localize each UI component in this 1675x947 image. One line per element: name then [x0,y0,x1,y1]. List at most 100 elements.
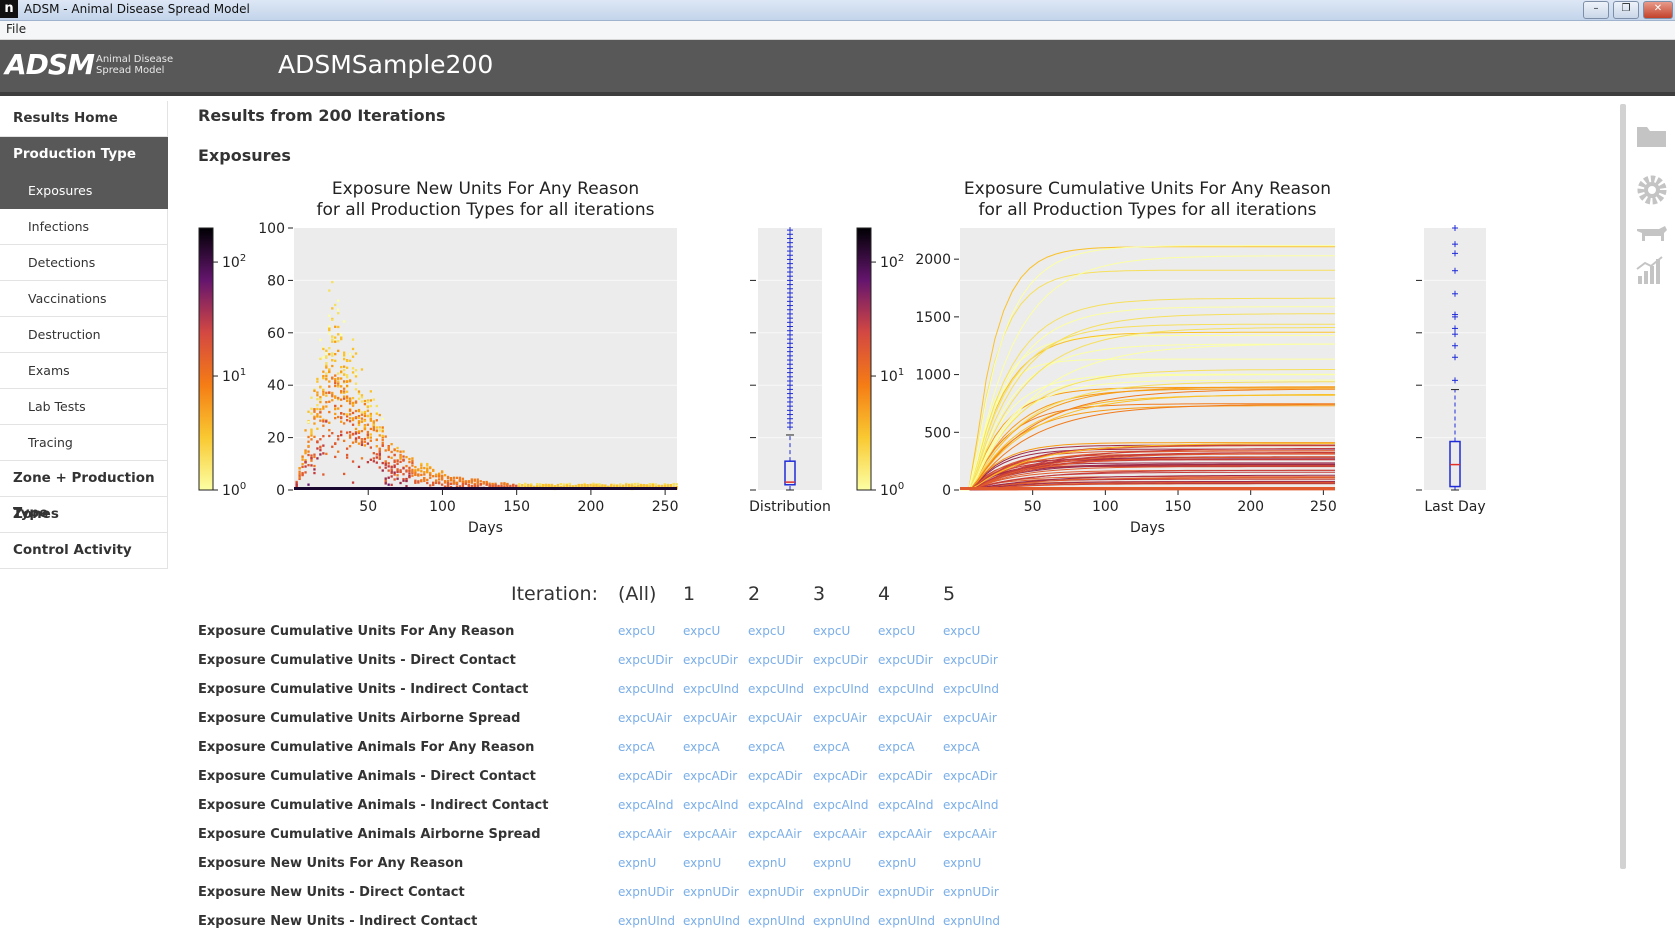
output-link[interactable]: expcU [943,624,981,638]
heatmap-cell [485,483,488,486]
output-link[interactable]: expnU [618,856,657,870]
output-link[interactable]: expcUDir [943,653,998,667]
output-link[interactable]: expnUInd [683,914,741,928]
output-link[interactable]: expcUInd [943,682,1000,696]
sidebar-item-results-home[interactable]: Results Home [0,101,168,137]
iteration-col-5[interactable]: 5 [943,583,956,605]
output-link[interactable]: expcAInd [813,798,869,812]
sidebar-item-exams[interactable]: Exams [0,353,168,389]
output-link[interactable]: expcADir [683,769,738,783]
output-link[interactable]: expcADir [878,769,933,783]
output-link[interactable]: expcAInd [683,798,739,812]
cumulative-curve [960,306,1335,491]
sidebar-item-production-type[interactable]: Production Type [0,137,168,173]
output-link[interactable]: expnUInd [618,914,676,928]
vertical-scrollbar[interactable] [1620,104,1626,869]
output-link[interactable]: expnU [943,856,982,870]
output-link[interactable]: expcAAir [943,827,997,841]
output-link[interactable]: expcA [813,740,850,754]
close-button[interactable]: ✕ [1643,1,1673,19]
output-link[interactable]: expnUDir [813,885,869,899]
output-link[interactable]: expcA [683,740,720,754]
output-link[interactable]: expcUAir [748,711,802,725]
output-link[interactable]: expcA [748,740,785,754]
output-link[interactable]: expcAInd [943,798,999,812]
sidebar-item-zones[interactable]: Zones [0,497,168,533]
restore-button[interactable]: ❐ [1613,1,1639,19]
minimize-button[interactable]: – [1583,1,1609,19]
output-link[interactable]: expnUDir [683,885,739,899]
output-link[interactable]: expcA [618,740,655,754]
output-link[interactable]: expcU [618,624,656,638]
output-link[interactable]: expcUInd [813,682,870,696]
sidebar-item-control-activity[interactable]: Control Activity [0,533,168,569]
iteration-col-2[interactable]: 2 [748,583,761,605]
output-link[interactable]: expnUDir [878,885,934,899]
output-link[interactable]: expcADir [943,769,998,783]
row-label: Exposure Cumulative Animals - Direct Con… [198,769,536,784]
output-link[interactable]: expcU [683,624,721,638]
output-link[interactable]: expcAInd [748,798,804,812]
output-link[interactable]: expcUDir [878,653,933,667]
iteration-col-1[interactable]: 1 [683,583,696,605]
sidebar-item-lab-tests[interactable]: Lab Tests [0,389,168,425]
cow-icon[interactable] [1637,226,1667,241]
output-link[interactable]: expcUInd [748,682,805,696]
output-link[interactable]: expnUInd [943,914,1001,928]
iteration-col-4[interactable]: 4 [878,583,891,605]
output-link[interactable]: expnU [813,856,852,870]
output-link[interactable]: expnU [683,856,722,870]
sidebar-item-infections[interactable]: Infections [0,209,168,245]
chart-icon[interactable] [1636,256,1663,284]
iteration-col-3[interactable]: 3 [813,583,826,605]
output-link[interactable]: expcAInd [618,798,674,812]
output-link[interactable]: expnU [748,856,787,870]
output-link[interactable]: expnUInd [748,914,806,928]
menu-file[interactable]: File [6,22,27,36]
heatmap-cell [381,435,384,439]
output-link[interactable]: expcUDir [813,653,868,667]
iteration-col-all[interactable]: (All) [618,583,657,605]
output-link[interactable]: expcUInd [618,682,675,696]
output-link[interactable]: expcADir [748,769,803,783]
sidebar-item-destruction[interactable]: Destruction [0,317,168,353]
output-link[interactable]: expcUAir [618,711,672,725]
output-link[interactable]: expcAAir [618,827,672,841]
output-link[interactable]: expcADir [813,769,868,783]
output-link[interactable]: expcA [943,740,980,754]
sidebar-item-detections[interactable]: Detections [0,245,168,281]
output-link[interactable]: expcAAir [878,827,932,841]
output-link[interactable]: expcU [748,624,786,638]
output-link[interactable]: expnUInd [813,914,871,928]
output-link[interactable]: expnUDir [748,885,804,899]
heatmap-cell [337,398,340,401]
sidebar-item-exposures[interactable]: Exposures [0,173,168,209]
output-link[interactable]: expcAAir [683,827,737,841]
output-link[interactable]: expnUDir [618,885,674,899]
output-link[interactable]: expnUDir [943,885,999,899]
output-link[interactable]: expcAAir [813,827,867,841]
output-link[interactable]: expcUDir [618,653,673,667]
output-link[interactable]: expcUDir [683,653,738,667]
output-link[interactable]: expcUAir [813,711,867,725]
output-link[interactable]: expcUAir [943,711,997,725]
heatmap-cell [672,483,675,486]
sidebar-item-zone-production-type[interactable]: Zone + Production Type [0,461,168,521]
folder-icon[interactable] [1637,127,1666,147]
output-link[interactable]: expcU [813,624,851,638]
sidebar-item-vaccinations[interactable]: Vaccinations [0,281,168,317]
gear-icon[interactable] [1637,175,1667,205]
output-link[interactable]: expcUAir [683,711,737,725]
output-link[interactable]: expcU [878,624,916,638]
output-link[interactable]: expcAAir [748,827,802,841]
output-link[interactable]: expnUInd [878,914,936,928]
output-link[interactable]: expcUDir [748,653,803,667]
output-link[interactable]: expcAInd [878,798,934,812]
output-link[interactable]: expcUInd [683,682,740,696]
output-link[interactable]: expnU [878,856,917,870]
sidebar-item-tracing[interactable]: Tracing [0,425,168,461]
output-link[interactable]: expcUAir [878,711,932,725]
output-link[interactable]: expcA [878,740,915,754]
output-link[interactable]: expcUInd [878,682,935,696]
output-link[interactable]: expcADir [618,769,673,783]
